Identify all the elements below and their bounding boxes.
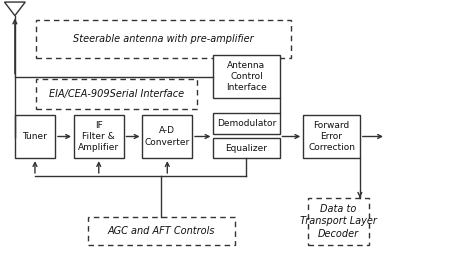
Text: Antenna
Control
Interface: Antenna Control Interface — [226, 61, 267, 92]
Text: EIA/CEA-909Serial Interface: EIA/CEA-909Serial Interface — [49, 89, 184, 99]
Bar — [36, 79, 197, 109]
Bar — [15, 115, 55, 158]
Bar — [213, 55, 280, 99]
Text: A-D
Converter: A-D Converter — [145, 126, 190, 147]
Bar — [36, 20, 292, 58]
Bar — [213, 138, 280, 158]
Bar — [88, 216, 235, 245]
Text: Tuner: Tuner — [23, 132, 47, 141]
Text: Data to
Transport Layer
Decoder: Data to Transport Layer Decoder — [300, 204, 377, 239]
Text: AGC and AFT Controls: AGC and AFT Controls — [108, 226, 215, 236]
Text: Steerable antenna with pre-amplifier: Steerable antenna with pre-amplifier — [73, 34, 254, 44]
Bar — [143, 115, 192, 158]
Bar — [308, 198, 369, 245]
Text: IF
Filter &
Amplifier: IF Filter & Amplifier — [78, 121, 119, 152]
Text: Demodulator: Demodulator — [217, 119, 276, 128]
Text: Forward
Error
Correction: Forward Error Correction — [308, 121, 355, 152]
Bar — [74, 115, 124, 158]
Bar — [213, 113, 280, 134]
Bar — [303, 115, 360, 158]
Text: Equalizer: Equalizer — [226, 144, 267, 153]
